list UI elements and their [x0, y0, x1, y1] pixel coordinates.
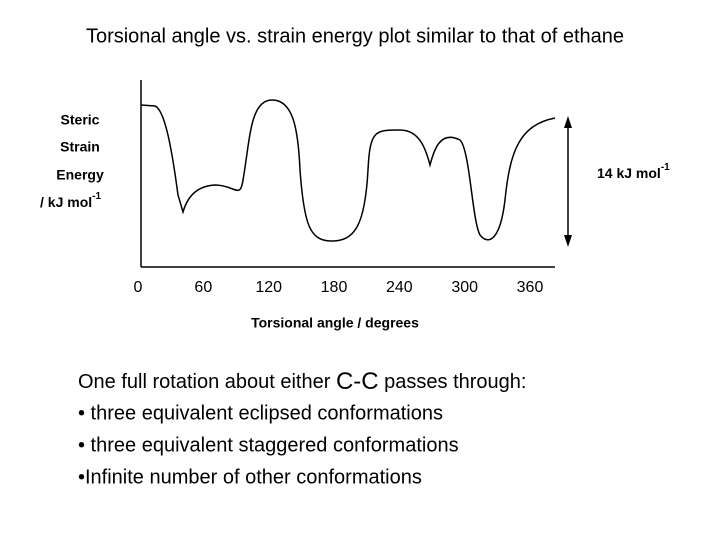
- bullet: • three equivalent staggered conformatio…: [78, 434, 459, 456]
- y-label: Steric: [61, 112, 100, 128]
- annotation: 14 kJ mol-1: [597, 162, 670, 181]
- y-label: Strain: [60, 139, 100, 155]
- y-label: Energy: [56, 167, 104, 183]
- x-tick-label: 0: [134, 279, 143, 296]
- x-tick-label: 120: [255, 279, 282, 296]
- bullet: •Infinite number of other conformations: [78, 466, 422, 488]
- x-tick-label: 240: [386, 279, 413, 296]
- x-tick-label: 300: [451, 279, 478, 296]
- energy-curve: [140, 99, 556, 242]
- x-tick-label: 180: [321, 279, 348, 296]
- x-tick-label: 360: [517, 279, 544, 296]
- x-ticks: 0 60 120 180 240 300 360: [134, 279, 544, 296]
- bullet: • three equivalent eclipsed conformation…: [78, 402, 443, 424]
- x-label: Torsional angle / degrees: [251, 315, 419, 331]
- slide-title: Torsional angle vs. strain energy plot s…: [86, 25, 624, 47]
- intro: One full rotation about either C-C passe…: [78, 368, 526, 395]
- y-label: / kJ mol-1: [40, 191, 101, 210]
- x-tick-label: 60: [194, 279, 212, 296]
